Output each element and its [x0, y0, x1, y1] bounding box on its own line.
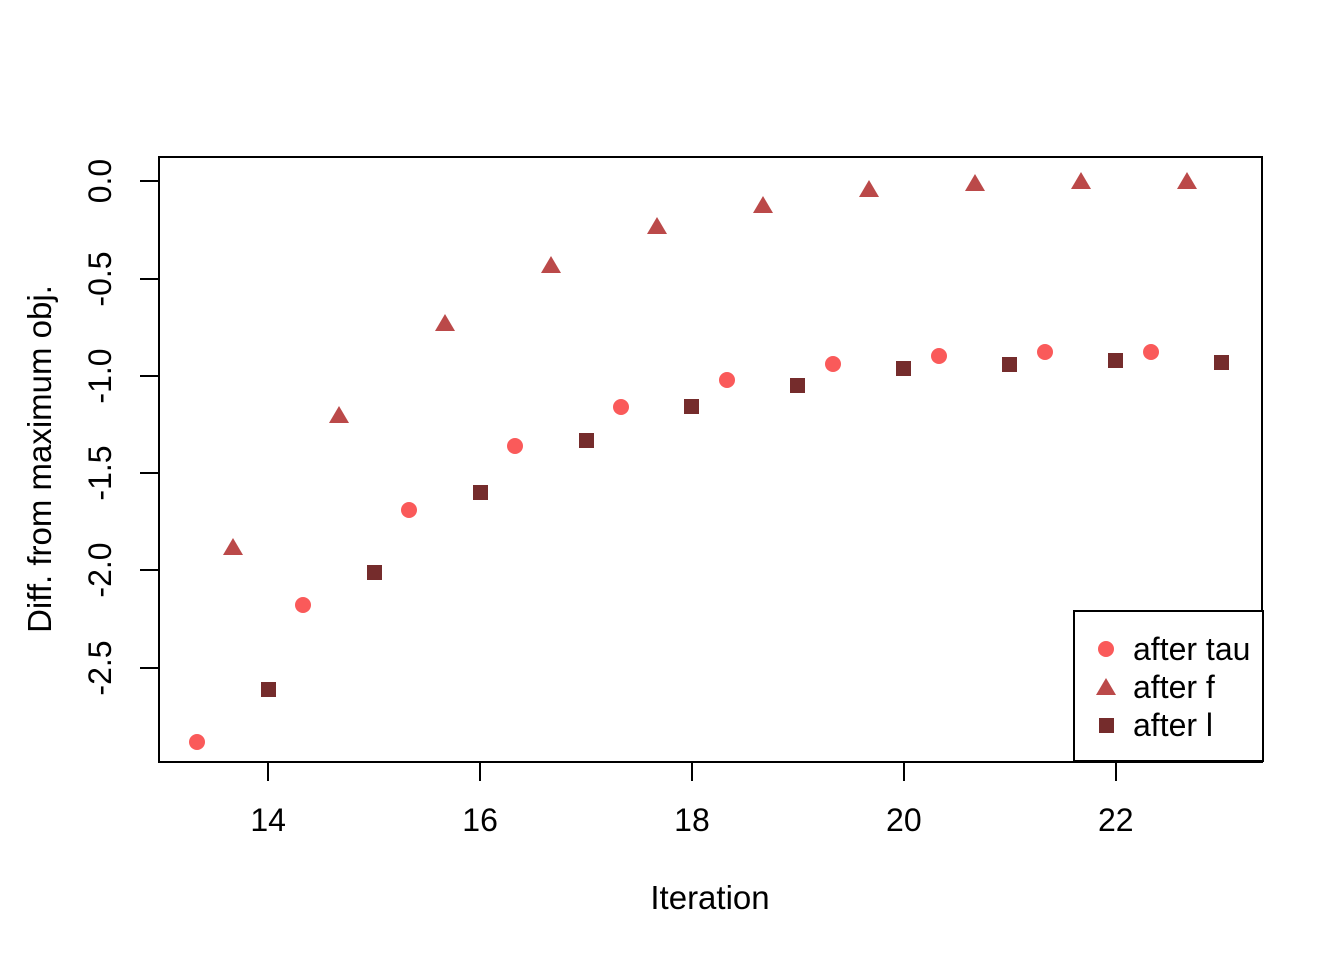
- x-tick-label: 22: [1097, 802, 1134, 838]
- data-point-after-l: [366, 564, 382, 580]
- data-point-after-f: [329, 405, 350, 423]
- legend-glyph-cell: [1093, 668, 1119, 706]
- data-point-after-l: [260, 681, 276, 697]
- y-axis-tick: [140, 472, 158, 475]
- data-point-after-tau: [1036, 344, 1053, 361]
- x-axis-tick: [267, 763, 270, 781]
- x-tick-label: 16: [462, 802, 498, 838]
- data-point-after-tau: [401, 502, 418, 519]
- data-point-after-l: [1214, 354, 1230, 370]
- data-point-after-f: [752, 195, 773, 213]
- legend-triangle-icon: [1096, 678, 1116, 695]
- legend-glyph-cell: [1093, 630, 1119, 668]
- x-axis-tick: [690, 763, 693, 781]
- y-axis-tick: [140, 666, 158, 669]
- data-point-after-tau: [1142, 344, 1159, 361]
- legend-label: after tau: [1133, 631, 1251, 667]
- data-point-after-f: [541, 255, 562, 273]
- x-tick-label: 14: [250, 802, 286, 838]
- x-axis-title: Iteration: [650, 879, 770, 916]
- legend-square-icon: [1098, 717, 1114, 733]
- y-tick-label: -2.5: [82, 640, 118, 696]
- data-point-after-f: [435, 314, 456, 332]
- data-point-after-l: [472, 485, 488, 501]
- data-point-after-f: [1176, 172, 1197, 190]
- legend-item: after f: [1075, 668, 1262, 706]
- data-point-after-tau: [930, 348, 947, 365]
- y-axis-tick: [140, 374, 158, 377]
- data-point-after-l: [896, 360, 912, 376]
- y-axis-tick: [140, 569, 158, 572]
- legend-label: after l: [1133, 707, 1214, 743]
- data-point-after-f: [964, 174, 985, 192]
- data-point-after-f: [223, 538, 244, 556]
- data-point-after-l: [790, 378, 806, 394]
- data-point-after-tau: [718, 371, 735, 388]
- data-point-after-f: [646, 217, 667, 235]
- x-axis-tick: [902, 763, 905, 781]
- x-tick-label: 18: [674, 802, 710, 838]
- x-tick-label: 20: [886, 802, 922, 838]
- data-point-after-tau: [189, 733, 206, 750]
- data-point-after-tau: [612, 398, 629, 415]
- legend-glyph-cell: [1093, 706, 1119, 744]
- data-point-after-l: [684, 399, 700, 415]
- legend: after tau after f after l: [1073, 610, 1264, 762]
- data-point-after-l: [578, 432, 594, 448]
- x-axis-tick: [479, 763, 482, 781]
- legend-label: after f: [1133, 669, 1215, 705]
- y-axis-tick: [140, 277, 158, 280]
- data-point-after-l: [1002, 356, 1018, 372]
- data-point-after-tau: [295, 597, 312, 614]
- legend-circle-icon: [1098, 641, 1114, 657]
- y-axis-title: Diff. from maximum obj.: [21, 285, 58, 633]
- data-point-after-tau: [507, 437, 524, 454]
- y-axis-tick: [140, 180, 158, 183]
- legend-item: after l: [1075, 706, 1262, 744]
- x-axis-tick: [1114, 763, 1117, 781]
- data-point-after-f: [858, 180, 879, 198]
- data-point-after-l: [1108, 352, 1124, 368]
- data-point-after-f: [1070, 172, 1091, 190]
- legend-item: after tau: [1075, 630, 1262, 668]
- data-point-after-tau: [824, 356, 841, 373]
